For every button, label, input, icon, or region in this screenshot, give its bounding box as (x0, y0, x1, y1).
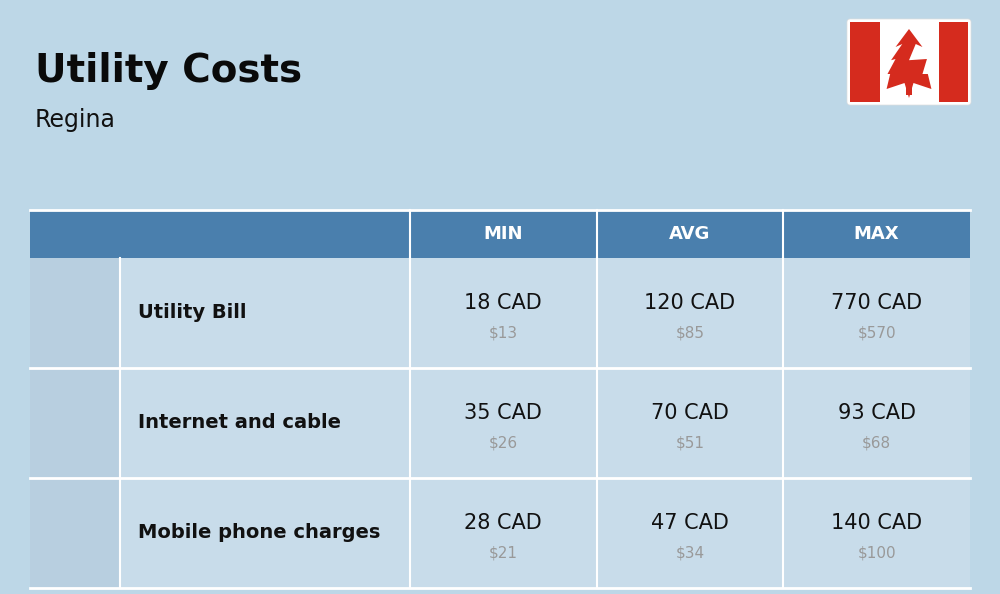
Text: 120 CAD: 120 CAD (644, 293, 736, 313)
Text: 47 CAD: 47 CAD (651, 513, 729, 533)
Bar (906, 87, 912, 95)
Text: MAX: MAX (854, 225, 899, 243)
Text: AVG: AVG (669, 225, 711, 243)
Text: Mobile phone charges: Mobile phone charges (138, 523, 380, 542)
Text: 140 CAD: 140 CAD (831, 513, 922, 533)
Text: $26: $26 (489, 435, 518, 450)
Bar (30, 368, 120, 478)
FancyBboxPatch shape (847, 19, 971, 105)
Text: $51: $51 (676, 435, 704, 450)
Bar (30, 368, 970, 478)
Text: $100: $100 (857, 545, 896, 561)
Text: $85: $85 (676, 326, 704, 340)
Polygon shape (887, 29, 931, 98)
Bar (30, 210, 970, 258)
Text: 770 CAD: 770 CAD (831, 293, 922, 313)
Text: Regina: Regina (35, 108, 116, 132)
Text: Utility Bill: Utility Bill (138, 304, 246, 323)
Text: $13: $13 (489, 326, 518, 340)
Text: Utility Costs: Utility Costs (35, 52, 302, 90)
Text: $34: $34 (675, 545, 705, 561)
Text: MIN: MIN (484, 225, 523, 243)
Bar (850, 22, 880, 102)
Bar (30, 258, 970, 368)
Text: 18 CAD: 18 CAD (464, 293, 542, 313)
Text: Internet and cable: Internet and cable (138, 413, 341, 432)
Bar (938, 22, 968, 102)
Text: 28 CAD: 28 CAD (464, 513, 542, 533)
Text: 93 CAD: 93 CAD (838, 403, 916, 423)
Bar (30, 258, 120, 368)
Bar (30, 478, 970, 588)
Text: $68: $68 (862, 435, 891, 450)
Text: $570: $570 (857, 326, 896, 340)
Text: 35 CAD: 35 CAD (464, 403, 542, 423)
Bar (30, 478, 120, 588)
Text: 70 CAD: 70 CAD (651, 403, 729, 423)
Text: $21: $21 (489, 545, 518, 561)
